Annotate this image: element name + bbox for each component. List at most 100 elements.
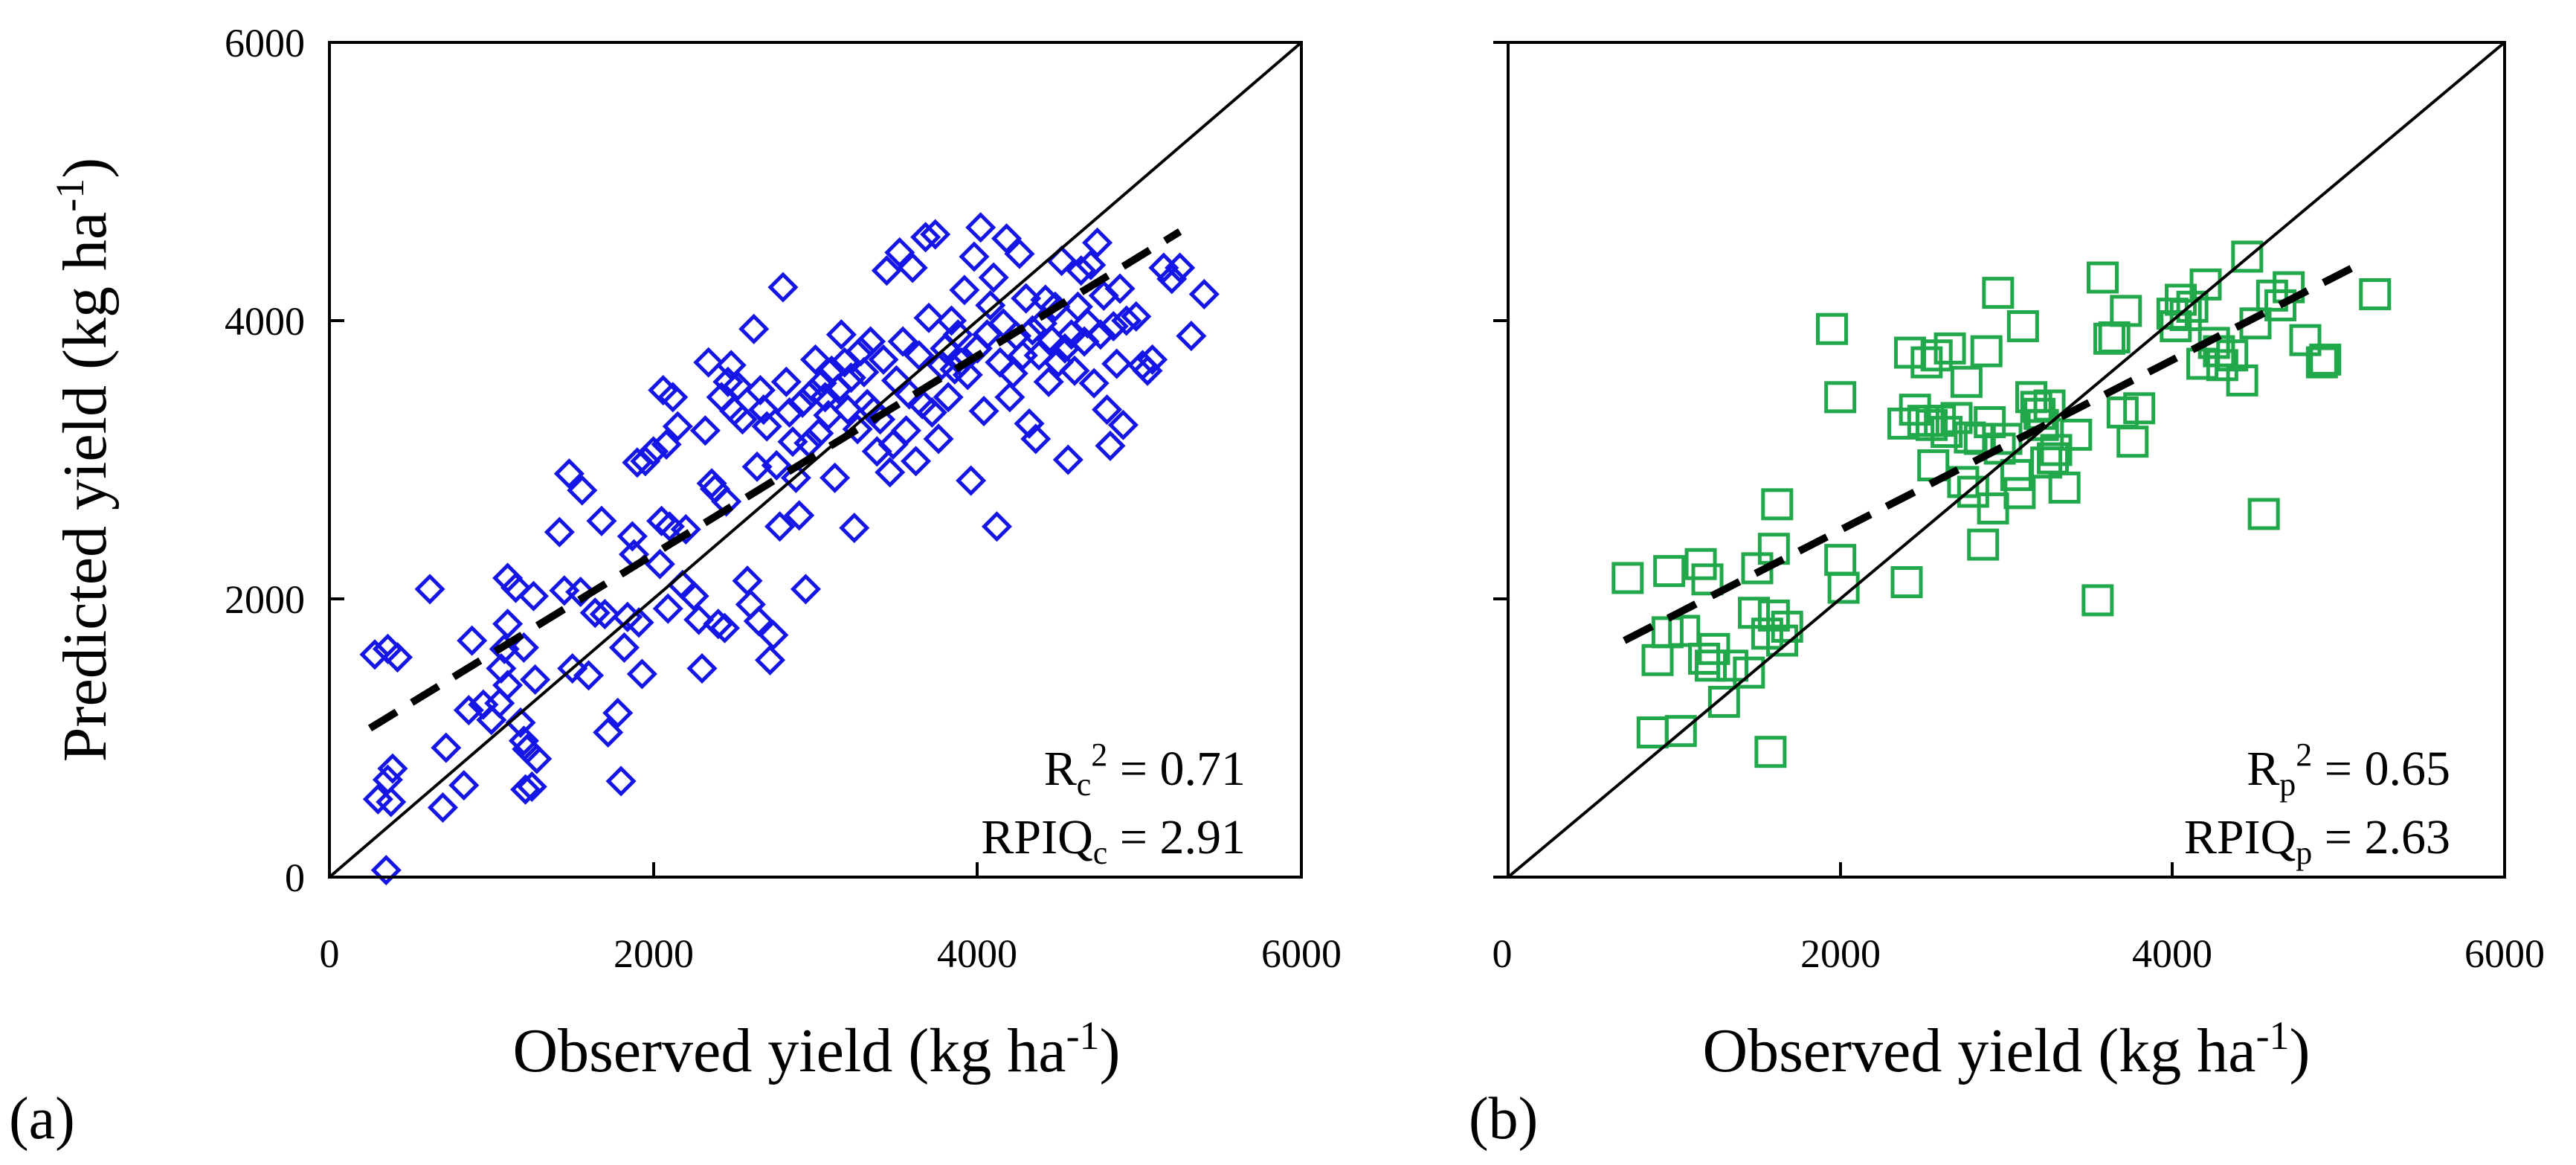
data-point-marker — [901, 446, 932, 477]
data-point-marker — [1907, 405, 1939, 437]
data-point-marker — [1924, 405, 1957, 437]
data-point-marker — [1754, 736, 1787, 768]
panel-b-plot-frame — [1507, 41, 2506, 879]
data-point-marker — [2309, 343, 2342, 376]
data-point-marker — [638, 436, 669, 467]
data-point-marker — [1052, 444, 1083, 475]
data-point-marker — [1066, 255, 1097, 286]
data-point-marker — [810, 382, 841, 413]
data-point-marker — [448, 770, 480, 801]
panel-b-x-axis-title: Observed yield (kg ha-1) — [1702, 1013, 2310, 1085]
panel-a-xtick-label: 0 — [320, 931, 340, 976]
data-point-marker — [748, 394, 779, 426]
data-point-marker — [790, 574, 821, 605]
data-point-marker — [1092, 394, 1123, 426]
data-point-marker — [567, 475, 598, 506]
data-point-marker — [557, 652, 588, 684]
data-point-marker — [1017, 315, 1048, 346]
data-point-marker — [754, 644, 786, 675]
data-point-marker — [2048, 471, 2081, 504]
data-point-marker — [1165, 252, 1196, 283]
data-point-marker — [849, 356, 880, 388]
data-point-marker — [1977, 492, 2009, 524]
data-point-marker — [2003, 477, 2036, 510]
data-point-marker — [626, 658, 657, 690]
data-point-marker — [767, 272, 799, 303]
data-point-marker — [1950, 365, 1983, 398]
data-point-marker — [1121, 301, 1152, 332]
data-point-marker — [887, 326, 918, 357]
data-point-marker — [670, 513, 701, 545]
data-point-marker — [910, 222, 941, 253]
panel-b-rpiq-annotation: RPIQp = 2.63 — [2184, 810, 2450, 871]
data-point-marker — [913, 302, 944, 333]
data-point-marker — [1004, 238, 1035, 269]
data-point-marker — [678, 580, 709, 612]
data-point-marker — [2247, 498, 2280, 530]
data-point-marker — [1111, 305, 1142, 336]
panel-a-ytick-label: 6000 — [225, 21, 305, 65]
data-point-marker — [381, 642, 413, 673]
data-point-marker — [991, 223, 1023, 254]
data-point-marker — [2006, 309, 2039, 342]
data-point-marker — [414, 574, 445, 605]
data-point-marker — [959, 241, 990, 272]
data-point-marker — [1893, 336, 1926, 369]
data-point-marker — [787, 387, 818, 418]
data-point-marker — [1933, 332, 1966, 365]
data-point-marker — [1716, 649, 1748, 682]
data-point-marker — [1137, 344, 1168, 375]
data-point-marker — [871, 255, 902, 286]
data-point-marker — [518, 580, 550, 612]
data-point-marker — [968, 396, 999, 427]
data-point-marker — [897, 252, 928, 283]
data-point-marker — [2116, 426, 2149, 458]
data-point-marker — [839, 513, 870, 544]
data-point-marker — [835, 362, 866, 394]
panel-b-markers — [1611, 240, 2392, 768]
panel-b-xtick-label: 0 — [1493, 931, 1513, 976]
data-point-marker — [1085, 319, 1116, 350]
data-point-marker — [683, 604, 715, 635]
data-point-marker — [719, 396, 750, 427]
data-point-marker — [1078, 368, 1110, 399]
panel-b-label: (b) — [1469, 1086, 1538, 1152]
data-point-marker — [1983, 432, 2016, 465]
data-point-marker — [510, 774, 541, 805]
data-point-marker — [784, 500, 815, 531]
data-point-marker — [820, 462, 851, 493]
data-point-marker — [1668, 614, 1701, 647]
data-point-marker — [806, 368, 837, 399]
data-point-marker — [2255, 279, 2288, 312]
data-point-marker — [842, 414, 873, 445]
data-point-marker — [1611, 562, 1644, 594]
panel-a-xtick-label: 6000 — [1261, 931, 1342, 976]
panel-a-rpiq-annotation: RPIQc = 2.91 — [981, 810, 1246, 871]
panel-a-xtick-label: 2000 — [614, 931, 694, 976]
data-point-marker — [508, 725, 539, 757]
panel-a-r2-annotation: Rc2 = 0.71 — [1044, 736, 1246, 803]
data-point-marker — [602, 697, 634, 728]
data-point-marker — [712, 366, 744, 397]
data-point-marker — [920, 219, 951, 250]
data-point-marker — [770, 366, 802, 397]
data-point-marker — [2226, 364, 2258, 397]
data-point-marker — [605, 766, 637, 797]
data-point-marker — [431, 732, 462, 763]
data-point-marker — [751, 411, 782, 442]
data-point-marker — [2359, 277, 2392, 310]
data-point-marker — [1664, 715, 1697, 748]
data-point-marker — [1033, 366, 1064, 397]
data-point-marker — [573, 660, 605, 691]
data-point-marker — [589, 599, 620, 630]
data-point-marker — [868, 344, 899, 375]
data-point-marker — [978, 262, 1009, 293]
data-point-marker — [1188, 278, 1220, 310]
data-point-marker — [1824, 381, 1857, 414]
data-point-marker — [1176, 321, 1207, 352]
data-point-marker — [376, 786, 407, 818]
data-point-marker — [565, 577, 596, 608]
data-point-marker — [1890, 566, 1923, 599]
panel-b-r2-annotation: Rp2 = 0.65 — [2247, 736, 2450, 803]
